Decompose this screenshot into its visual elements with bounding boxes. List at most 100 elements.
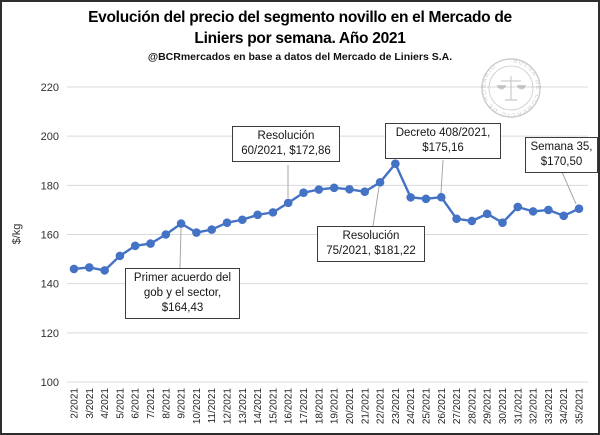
y-axis-tick-label: 100 <box>41 377 59 389</box>
annotation-text-line: Decreto 408/2021, <box>395 127 491 139</box>
data-point <box>421 194 431 204</box>
y-axis-tick-label: 120 <box>41 328 59 340</box>
data-point <box>375 178 385 187</box>
y-axis-tick-label: 140 <box>41 279 59 291</box>
data-point <box>130 241 140 251</box>
x-axis-tick-label: 32/2021 <box>529 388 540 425</box>
x-axis-tick-label: 26/2021 <box>437 388 448 425</box>
x-axis-tick-label: 4/2021 <box>100 388 111 419</box>
x-axis-tick-label: 3/2021 <box>85 388 96 419</box>
annotation-leader-line <box>179 227 182 269</box>
annotation-text-line: 75/2021, $181,22 <box>326 244 416 257</box>
x-axis-tick-label: 24/2021 <box>406 388 417 425</box>
x-axis-tick-label: 10/2021 <box>192 388 203 425</box>
x-axis-tick-label: 22/2021 <box>376 388 387 425</box>
x-axis-tick-label: 28/2021 <box>467 388 478 425</box>
x-axis-tick-label: 29/2021 <box>483 388 494 425</box>
x-axis-tick-label: 27/2021 <box>452 388 463 425</box>
data-point <box>115 251 125 261</box>
data-point <box>528 207 538 216</box>
x-axis-tick-label: 31/2021 <box>513 388 524 425</box>
annotation-leader-line <box>561 171 577 205</box>
x-axis-tick-label: 12/2021 <box>223 388 234 425</box>
x-axis-tick-label: 35/2021 <box>575 388 586 425</box>
annotation-text-line: Resolución <box>257 130 315 142</box>
data-point <box>329 183 339 193</box>
annotation-text-line: 60/2021, $172,86 <box>241 144 331 157</box>
annotation-text-line: gob y el sector, <box>143 286 222 299</box>
data-point <box>146 239 155 248</box>
data-point <box>314 185 324 194</box>
x-axis-tick-label: 21/2021 <box>360 388 371 425</box>
data-point <box>238 215 247 225</box>
y-axis-title: $/kg <box>11 224 23 245</box>
x-axis-tick-label: 7/2021 <box>146 388 157 419</box>
x-axis-tick-label: 11/2021 <box>207 388 218 424</box>
x-axis-tick-label: 19/2021 <box>330 388 341 425</box>
annotation-leader-line <box>440 159 444 194</box>
annotation-leader-line <box>372 186 380 227</box>
x-axis-tick-label: 18/2021 <box>314 388 325 425</box>
data-point <box>498 218 507 227</box>
data-point <box>360 187 370 197</box>
y-axis-tick-label: 160 <box>41 230 59 242</box>
annotation-text-line: Semana 35, <box>530 141 593 153</box>
x-axis-tick-label: 30/2021 <box>498 388 509 425</box>
x-axis-tick-label: 5/2021 <box>115 388 126 419</box>
y-axis-tick-label: 200 <box>41 131 59 143</box>
data-point <box>283 198 293 208</box>
data-point <box>192 228 201 237</box>
data-point <box>207 225 217 234</box>
data-point <box>559 211 568 221</box>
data-point <box>299 188 308 198</box>
data-point <box>406 193 415 202</box>
data-point <box>482 209 492 219</box>
data-point <box>176 219 186 228</box>
data-point <box>544 205 553 215</box>
x-axis-tick-label: 34/2021 <box>559 388 570 425</box>
data-point <box>513 202 523 212</box>
annotation-callout-primer-acuerdo: Primer acuerdo del gob y el sector, $164,4… <box>125 268 240 319</box>
x-axis-tick-label: 13/2021 <box>238 388 249 425</box>
x-axis-tick-label: 6/2021 <box>131 388 142 419</box>
x-axis-tick-label: 8/2021 <box>161 388 172 419</box>
x-axis-tick-label: 9/2021 <box>177 388 188 419</box>
y-axis-tick-label: 220 <box>41 82 59 94</box>
data-point <box>467 216 477 226</box>
data-point <box>436 192 446 202</box>
chart-subtitle: @BCRmercados en base a datos del Mercado… <box>147 51 453 63</box>
chart-title-line2: Liniers por semana. Año 2021 <box>194 30 406 47</box>
x-axis-tick-label: 33/2021 <box>544 388 555 425</box>
x-axis-tick-label: 16/2021 <box>284 388 295 425</box>
x-axis-tick-label: 25/2021 <box>421 388 432 425</box>
annotation-text-line: Primer acuerdo del <box>133 272 232 284</box>
data-point <box>345 184 354 194</box>
data-point <box>268 208 278 217</box>
org-seal-watermark: BOLSA DE COMERCIO DE ROSARIO <box>481 58 541 118</box>
chart-title-line1: Evolución del precio del segmento novill… <box>88 9 512 26</box>
x-axis-tick-label: 20/2021 <box>345 388 356 425</box>
annotation-text-line: $170,50 <box>540 155 583 168</box>
x-axis-tick-label: 15/2021 <box>268 388 279 425</box>
annotation-text-line: Resolución <box>342 230 400 242</box>
data-point <box>100 266 109 275</box>
y-axis-tick-label: 180 <box>41 180 59 192</box>
data-point <box>574 204 584 213</box>
data-point <box>69 264 79 274</box>
x-axis-tick-label: 17/2021 <box>299 388 310 425</box>
data-point <box>85 263 94 272</box>
annotation-callout-decreto-408: Decreto 408/2021, $175,16 <box>385 123 501 159</box>
data-point <box>222 218 232 227</box>
chart-header: Evolución del precio del segmento novill… <box>2 7 598 63</box>
annotation-callout-resolucion-75: Resolución 75/2021, $181,22 <box>317 226 425 262</box>
data-point <box>253 210 262 220</box>
x-axis-tick-label: 2/2021 <box>70 388 81 419</box>
data-point <box>161 230 171 239</box>
annotation-text-line: $164,43 <box>161 301 204 314</box>
price-line <box>73 162 580 272</box>
annotation-callout-resolucion-60: Resolución 60/2021, $172,86 <box>232 126 340 162</box>
x-axis-tick-label: 14/2021 <box>253 388 264 425</box>
annotation-text-line: $175,16 <box>422 141 464 154</box>
